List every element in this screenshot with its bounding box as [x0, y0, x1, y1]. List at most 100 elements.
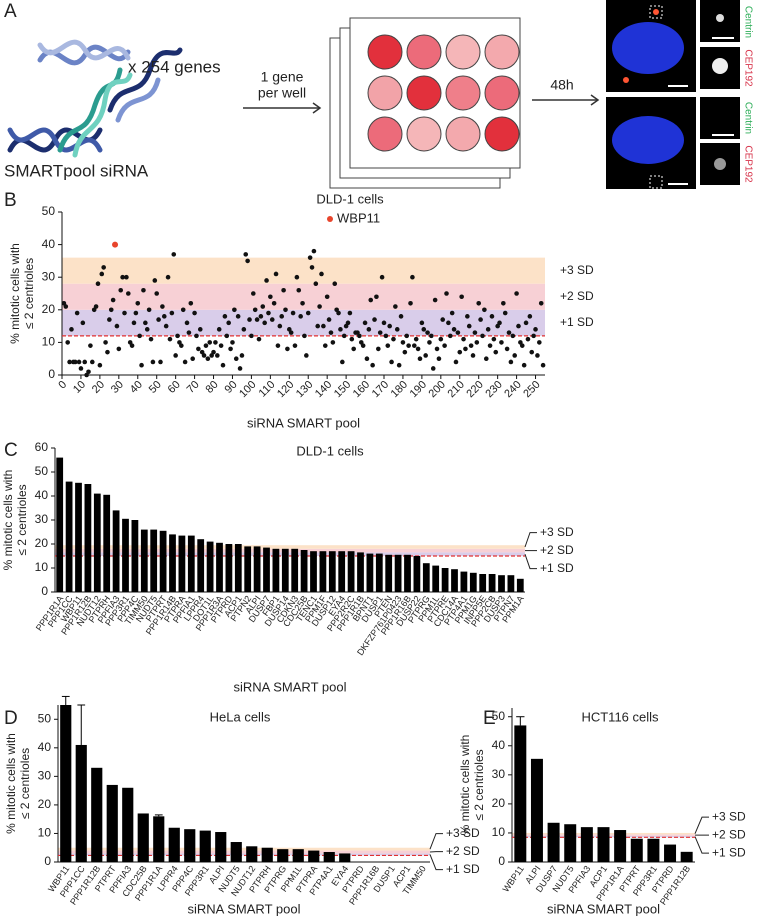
data-point: [288, 330, 294, 335]
data-point: [266, 310, 271, 316]
data-point: [258, 314, 264, 319]
bar: [103, 494, 111, 592]
data-point: [180, 307, 186, 313]
data-point: [506, 330, 512, 335]
data-point: [311, 248, 317, 254]
data-point: [472, 330, 478, 335]
bar: [498, 575, 505, 592]
data-point: [379, 274, 385, 280]
data-point: [207, 340, 213, 345]
data-point: [173, 353, 178, 358]
data-point: [400, 340, 406, 345]
data-point: [268, 294, 273, 300]
bar: [206, 541, 214, 592]
y-tick-label: 60: [35, 440, 49, 454]
data-point: [188, 300, 194, 306]
data-point: [76, 359, 82, 365]
data-point: [152, 278, 158, 283]
data-point: [313, 281, 319, 287]
bar: [328, 551, 336, 592]
data-point: [531, 333, 536, 339]
x-tick-label: 160: [351, 379, 372, 400]
data-point: [364, 356, 370, 362]
data-point: [527, 314, 533, 319]
data-point: [105, 349, 110, 355]
microscopy: [606, 0, 740, 189]
bar: [300, 550, 308, 592]
data-point: [338, 327, 343, 332]
data-point: [281, 287, 286, 293]
data-point: [504, 346, 510, 352]
data-point: [131, 320, 137, 326]
data-point: [302, 333, 307, 339]
data-point: [237, 366, 243, 371]
data-point: [243, 252, 249, 257]
data-point: [251, 291, 256, 296]
data-point: [512, 353, 517, 358]
data-point: [220, 362, 226, 368]
data-point: [423, 353, 428, 358]
bar: [169, 534, 176, 592]
bar: [530, 758, 543, 862]
data-point: [510, 333, 516, 339]
data-point: [387, 323, 392, 329]
data-point: [184, 320, 190, 326]
data-point: [419, 320, 425, 326]
sd-label: +2 SD: [712, 827, 746, 841]
y-tick-label: 20: [42, 302, 56, 316]
data-point: [427, 340, 432, 345]
data-point: [538, 300, 544, 306]
data-point: [483, 356, 489, 362]
data-point: [491, 336, 497, 342]
x-tick-label: 220: [464, 379, 485, 400]
data-point: [245, 258, 250, 264]
chart-title: HeLa cells: [210, 709, 271, 724]
x-tick-label: WBP11: [501, 864, 526, 894]
data-point: [167, 336, 173, 342]
stain-label: Centrin: [742, 6, 753, 38]
data-point: [232, 307, 237, 313]
sd-connector: [429, 854, 443, 871]
sd-band: [62, 257, 545, 284]
data-point: [533, 327, 538, 332]
data-point: [65, 340, 70, 345]
data-point: [374, 294, 379, 300]
bar: [281, 548, 289, 592]
bar: [112, 510, 120, 592]
bar: [357, 552, 364, 592]
panel-label: B: [4, 190, 17, 211]
bar: [507, 575, 515, 592]
y-tick-label: 10: [492, 825, 506, 839]
data-point: [432, 297, 438, 303]
sd-label: +2 SD: [560, 289, 594, 303]
x-tick-label: 90: [222, 379, 239, 396]
y-tick-label: 40: [35, 488, 49, 502]
data-point: [372, 317, 377, 322]
bar: [137, 813, 149, 862]
data-point: [275, 343, 281, 348]
bar: [159, 530, 167, 592]
data-point: [271, 300, 277, 306]
sd-connector: [429, 833, 443, 850]
panel-label: E: [483, 708, 496, 729]
bar: [199, 830, 211, 862]
bar: [216, 542, 223, 592]
data-point: [516, 323, 521, 329]
x-tick-label: 50: [147, 379, 164, 396]
data-point: [226, 320, 231, 326]
data-point: [256, 336, 262, 342]
data-point: [444, 291, 449, 296]
bar: [308, 850, 320, 862]
data-point: [360, 343, 366, 348]
bar: [347, 551, 355, 592]
data-point: [406, 343, 411, 348]
data-point: [107, 317, 112, 322]
data-point: [80, 320, 86, 326]
bar: [153, 816, 165, 862]
bar: [75, 744, 87, 862]
data-point: [451, 327, 457, 332]
data-point: [470, 353, 476, 358]
bar: [338, 551, 346, 592]
sd-label: +1 SD: [540, 561, 574, 575]
sd-label: +1 SD: [560, 315, 594, 329]
